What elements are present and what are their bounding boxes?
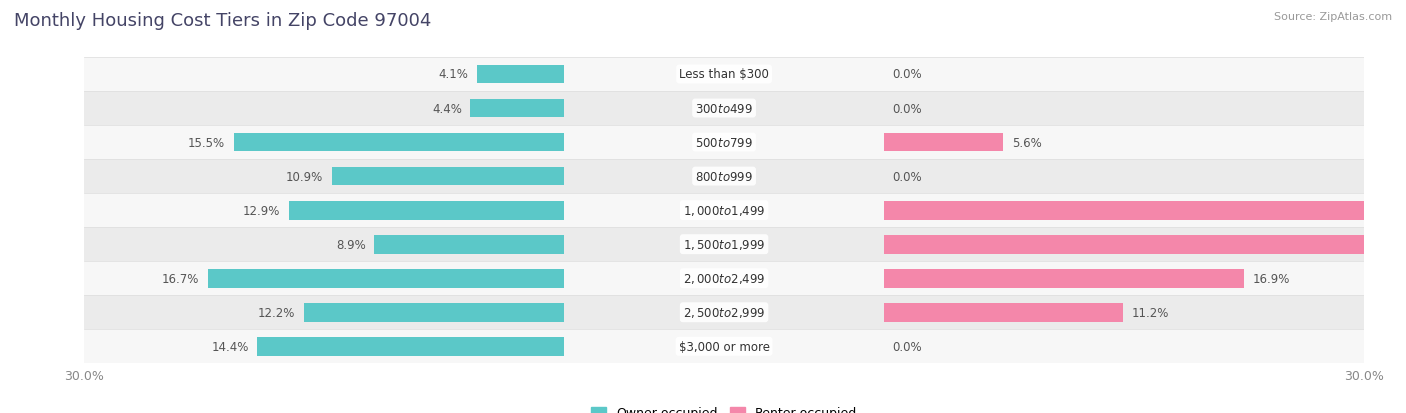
Text: 12.9%: 12.9% [243, 204, 281, 217]
Bar [84, 92, 1364, 126]
Bar [257, 337, 564, 356]
Bar [290, 201, 564, 220]
Bar [304, 303, 564, 322]
Text: 12.2%: 12.2% [259, 306, 295, 319]
Bar [477, 65, 564, 84]
Bar [374, 235, 564, 254]
Text: 16.9%: 16.9% [1253, 272, 1291, 285]
Bar [84, 194, 1364, 228]
Text: $800 to $999: $800 to $999 [695, 170, 754, 183]
Bar [884, 303, 1123, 322]
Text: 10.9%: 10.9% [285, 170, 323, 183]
Text: 8.9%: 8.9% [336, 238, 366, 251]
Bar [208, 269, 564, 288]
Bar [84, 330, 1364, 363]
Text: 14.4%: 14.4% [211, 340, 249, 353]
Text: $2,000 to $2,499: $2,000 to $2,499 [683, 272, 765, 285]
Bar [84, 228, 1364, 261]
Bar [84, 126, 1364, 160]
Text: 0.0%: 0.0% [893, 340, 922, 353]
Text: Monthly Housing Cost Tiers in Zip Code 97004: Monthly Housing Cost Tiers in Zip Code 9… [14, 12, 432, 30]
Bar [884, 201, 1406, 220]
Text: 0.0%: 0.0% [893, 170, 922, 183]
Bar [884, 235, 1406, 254]
Text: $1,500 to $1,999: $1,500 to $1,999 [683, 237, 765, 252]
Bar [332, 167, 564, 186]
Text: $300 to $499: $300 to $499 [695, 102, 754, 115]
Text: 0.0%: 0.0% [893, 68, 922, 81]
Text: $500 to $799: $500 to $799 [695, 136, 754, 149]
Text: 15.5%: 15.5% [188, 136, 225, 149]
Text: 11.2%: 11.2% [1132, 306, 1168, 319]
Text: $1,000 to $1,499: $1,000 to $1,499 [683, 204, 765, 218]
Bar [84, 296, 1364, 330]
Text: 4.1%: 4.1% [439, 68, 468, 81]
Bar [84, 58, 1364, 92]
Text: Less than $300: Less than $300 [679, 68, 769, 81]
Legend: Owner-occupied, Renter-occupied: Owner-occupied, Renter-occupied [586, 401, 862, 413]
Text: 4.4%: 4.4% [432, 102, 461, 115]
Text: 16.7%: 16.7% [162, 272, 200, 285]
Text: 0.0%: 0.0% [893, 102, 922, 115]
Bar [233, 133, 564, 152]
Text: $2,500 to $2,999: $2,500 to $2,999 [683, 306, 765, 320]
Bar [884, 133, 1004, 152]
Text: Source: ZipAtlas.com: Source: ZipAtlas.com [1274, 12, 1392, 22]
Bar [84, 261, 1364, 296]
Bar [84, 160, 1364, 194]
Bar [884, 269, 1244, 288]
Text: 5.6%: 5.6% [1012, 136, 1042, 149]
Bar [471, 100, 564, 118]
Text: $3,000 or more: $3,000 or more [679, 340, 769, 353]
